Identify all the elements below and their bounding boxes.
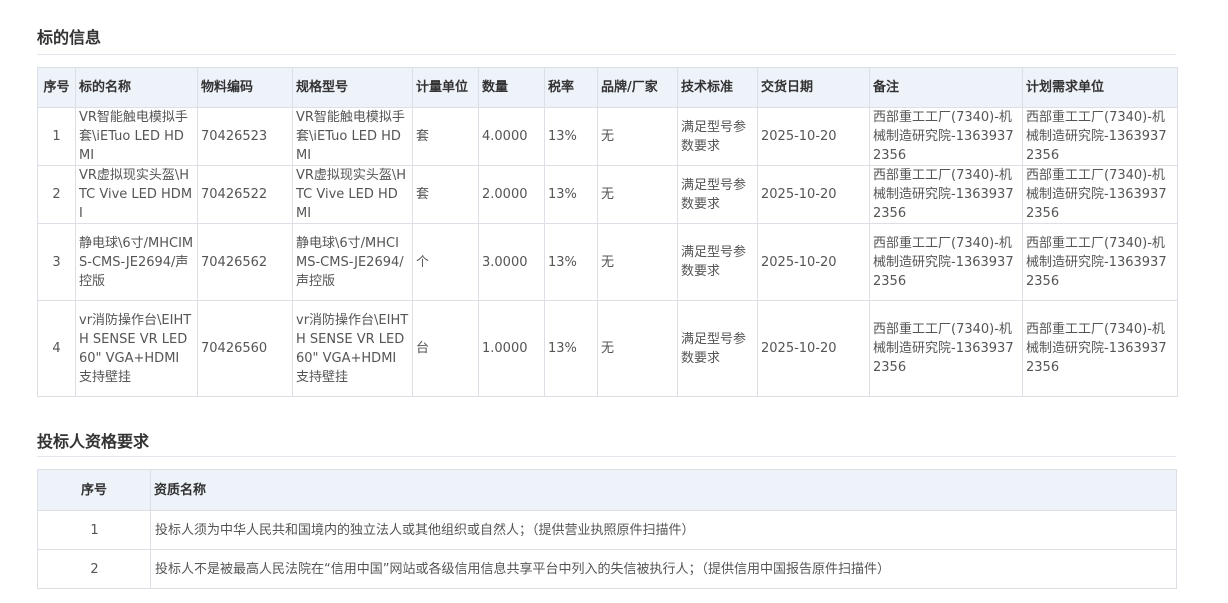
cell-remarks: 西部重工工厂(7340)-机械制造研究院-13639372356 [869,107,1023,166]
cell-delivery-date: 2025-10-20 [757,107,870,166]
table-row: 1 投标人须为中华人民共和国境内的独立法人或其他组织或自然人；（提供营业执照原件扫… [37,510,1177,550]
cell-tax-rate: 13% [544,165,598,224]
cell-material-code: 70426523 [197,107,293,166]
cell-index: 1 [37,510,151,550]
column-header-spec-model: 规格型号 [292,67,413,108]
cell-remarks: 西部重工工厂(7340)-机械制造研究院-13639372356 [869,165,1023,224]
cell-name: vr消防操作台\EIHTH SENSE VR LED 60" VGA+HDMI … [75,300,198,397]
cell-index: 3 [37,223,76,301]
column-header-demand-unit: 计划需求单位 [1022,67,1178,108]
cell-brand: 无 [597,107,678,166]
cell-spec-model: 静电球\6寸/MHCIMS-CMS-JE2694/声控版 [292,223,413,301]
cell-delivery-date: 2025-10-20 [757,165,870,224]
column-header-unit: 计量单位 [412,67,479,108]
cell-quantity: 4.0000 [478,107,545,166]
column-header-tax-rate: 税率 [544,67,598,108]
cell-index: 2 [37,165,76,224]
cell-unit: 个 [412,223,479,301]
column-header-qualification-name: 资质名称 [150,469,1177,511]
table-row: 3 静电球\6寸/MHCIMS-CMS-JE2694/声控版 70426562 静电球… [37,223,1178,301]
section-title-items: 标的信息 [37,28,102,47]
column-header-name: 标的名称 [75,67,198,108]
cell-demand-unit: 西部重工工厂(7340)-机械制造研究院-13639372356 [1022,223,1178,301]
cell-material-code: 70426562 [197,223,293,301]
cell-tech-standard: 满足型号参数要求 [677,223,758,301]
cell-qualification-name: 投标人须为中华人民共和国境内的独立法人或其他组织或自然人；（提供营业执照原件扫描… [150,510,1177,550]
cell-material-code: 70426560 [197,300,293,397]
cell-quantity: 3.0000 [478,223,545,301]
table-row: 2 投标人不是被最高人民法院在“信用中国”网站或各级信用信息共享平台中列入的失信被… [37,549,1177,589]
column-header-quantity: 数量 [478,67,545,108]
column-header-tech-standard: 技术标准 [677,67,758,108]
cell-brand: 无 [597,223,678,301]
column-header-remarks: 备注 [869,67,1023,108]
divider [37,456,1176,457]
cell-remarks: 西部重工工厂(7340)-机械制造研究院-13639372356 [869,223,1023,301]
cell-demand-unit: 西部重工工厂(7340)-机械制造研究院-13639372356 [1022,165,1178,224]
cell-tech-standard: 满足型号参数要求 [677,300,758,397]
table-row: 2 VR虚拟现实头盔\HTC Vive LED HDMI 70426522 VR虚拟现… [37,165,1178,224]
column-header-index: 序号 [37,67,76,108]
cell-spec-model: vr消防操作台\EIHTH SENSE VR LED 60" VGA+HDMI … [292,300,413,397]
column-header-brand: 品牌/厂家 [597,67,678,108]
cell-tech-standard: 满足型号参数要求 [677,165,758,224]
table-row: 4 vr消防操作台\EIHTH SENSE VR LED 60" VGA+HDMI… [37,300,1178,397]
cell-name: VR智能触电模拟手套\iETuo LED HDMI [75,107,198,166]
cell-unit: 套 [412,165,479,224]
cell-name: VR虚拟现实头盔\HTC Vive LED HDMI [75,165,198,224]
cell-tax-rate: 13% [544,223,598,301]
cell-index: 4 [37,300,76,397]
cell-demand-unit: 西部重工工厂(7340)-机械制造研究院-13639372356 [1022,300,1178,397]
cell-demand-unit: 西部重工工厂(7340)-机械制造研究院-13639372356 [1022,107,1178,166]
cell-unit: 套 [412,107,479,166]
cell-quantity: 2.0000 [478,165,545,224]
cell-index: 1 [37,107,76,166]
column-header-material-code: 物料编码 [197,67,293,108]
cell-tech-standard: 满足型号参数要求 [677,107,758,166]
cell-index: 2 [37,549,151,589]
qualifications-table: 序号 资质名称 1 投标人须为中华人民共和国境内的独立法人或其他组织或自然人；（提供… [37,469,1177,589]
table-row: 1 VR智能触电模拟手套\iETuo LED HDMI 70426523 VR智能触电… [37,107,1178,166]
column-header-delivery-date: 交货日期 [757,67,870,108]
cell-spec-model: VR智能触电模拟手套\iETuo LED HDMI [292,107,413,166]
cell-delivery-date: 2025-10-20 [757,300,870,397]
cell-remarks: 西部重工工厂(7340)-机械制造研究院-13639372356 [869,300,1023,397]
divider [37,54,1176,55]
cell-spec-model: VR虚拟现实头盔\HTC Vive LED HDMI [292,165,413,224]
cell-delivery-date: 2025-10-20 [757,223,870,301]
cell-name: 静电球\6寸/MHCIMS-CMS-JE2694/声控版 [75,223,198,301]
cell-tax-rate: 13% [544,300,598,397]
section-title-qualifications: 投标人资格要求 [37,432,150,451]
cell-qualification-name: 投标人不是被最高人民法院在“信用中国”网站或各级信用信息共享平台中列入的失信被执… [150,549,1177,589]
cell-quantity: 1.0000 [478,300,545,397]
column-header-index: 序号 [37,469,151,511]
items-table: 序号 标的名称 物料编码 规格型号 计量单位 数量 税率 品牌/厂家 技术标准 交货日期 备注 计划需… [37,67,1178,397]
cell-tax-rate: 13% [544,107,598,166]
cell-brand: 无 [597,300,678,397]
cell-material-code: 70426522 [197,165,293,224]
cell-brand: 无 [597,165,678,224]
cell-unit: 台 [412,300,479,397]
